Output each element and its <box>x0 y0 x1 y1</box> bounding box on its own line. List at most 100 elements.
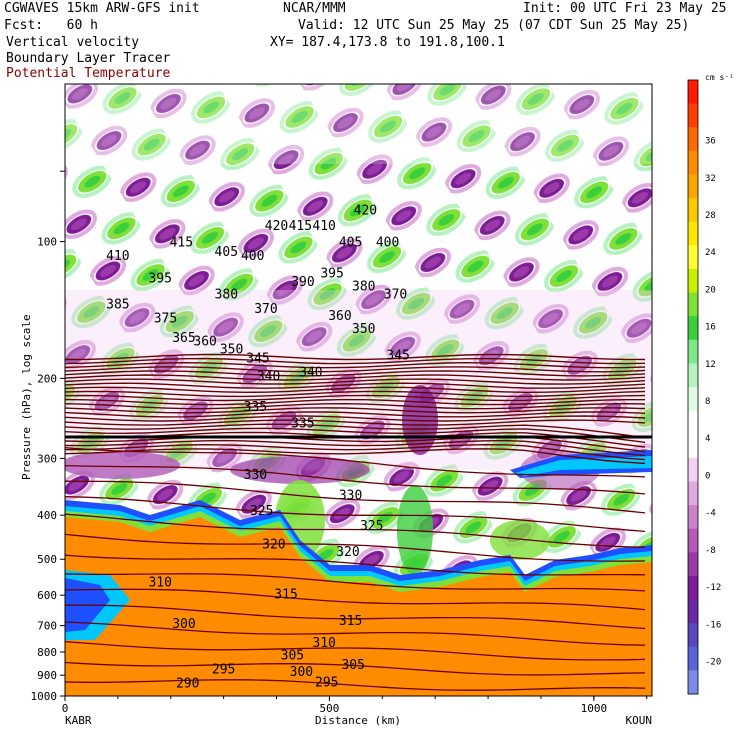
theta-label: 405 <box>215 245 238 260</box>
theta-label: 400 <box>241 249 264 264</box>
theta-line <box>65 480 646 514</box>
theta-label: 370 <box>254 302 277 317</box>
x-tick-label: 1000 <box>581 702 608 715</box>
plot-frame <box>64 83 653 697</box>
theta-label: 345 <box>246 352 269 367</box>
theta-line <box>65 439 646 457</box>
colorbar-frame <box>687 79 699 695</box>
theta-label: 375 <box>154 312 177 327</box>
colorbar-bin <box>688 410 698 435</box>
y-tick-label: 700 <box>37 620 57 633</box>
colorbar-tick-label: 8 <box>705 397 710 407</box>
colorbar-bin <box>688 552 698 577</box>
theta-line <box>65 394 646 402</box>
colorbar-bin <box>688 292 698 317</box>
colorbar: 36 32 28 24 20 16 12 8 4 0 -4 -8 -12 -16 -20 <box>687 79 721 695</box>
colorbar-tick-label: 24 <box>705 248 716 258</box>
theta-label: 310 <box>148 576 171 591</box>
colorbar-bin <box>688 174 698 199</box>
theta-line <box>65 513 646 548</box>
y-tick-label: 200 <box>37 372 57 385</box>
organization: NCAR/MMM <box>283 1 346 16</box>
x-tick-label: 0 <box>62 702 69 715</box>
y-axis-label: Pressure (hPa), log scale <box>20 314 33 480</box>
theta-label: 335 <box>291 416 314 431</box>
colorbar-tick-label: 12 <box>705 360 716 370</box>
theta-label: 395 <box>148 272 171 287</box>
theta-line <box>65 411 646 418</box>
theta-line <box>65 621 646 646</box>
theta-label: 345 <box>386 348 409 363</box>
theta-label: 305 <box>341 658 364 673</box>
theta-line <box>65 353 646 361</box>
theta-label: 300 <box>172 617 195 632</box>
theta-line <box>65 402 646 410</box>
colorbar-tick-label: 0 <box>705 471 710 481</box>
colorbar-tick-label: -20 <box>705 658 721 668</box>
colorbar-bin <box>688 80 698 105</box>
theta-line <box>65 588 646 611</box>
theta-line <box>65 554 646 576</box>
theta-label: 310 <box>312 636 335 651</box>
cross-section-endpoints: XY= 187.4,173.8 to 191.8,100.1 <box>270 35 505 50</box>
y-tick-label: 800 <box>37 646 57 659</box>
colorbar-bin <box>688 387 698 412</box>
theta-label: 370 <box>384 287 407 302</box>
theta-label: 330 <box>339 488 362 503</box>
theta-line <box>65 398 645 406</box>
theta-label: 410 <box>312 219 335 234</box>
colorbar-bin <box>688 623 698 648</box>
forecast-hour: Fcst: 60 h <box>4 18 98 33</box>
theta-label: 295 <box>212 663 235 678</box>
theta-label: 315 <box>274 588 297 603</box>
theta-label: 335 <box>244 400 267 415</box>
theta-line <box>65 427 646 444</box>
theta-label: 315 <box>339 614 362 629</box>
theta-line <box>65 640 646 661</box>
y-tick-label: 400 <box>37 509 57 522</box>
theta-label: 380 <box>215 287 238 302</box>
colorbar-bin <box>688 150 698 175</box>
theta-line <box>65 443 646 461</box>
theta-line <box>65 464 646 495</box>
theta-line <box>65 435 646 453</box>
theta-label: 295 <box>315 676 338 691</box>
theta-label: 410 <box>106 249 129 264</box>
colorbar-bin <box>688 670 698 695</box>
theta-line <box>65 419 646 426</box>
colorbar-tick-label: -16 <box>705 620 721 630</box>
colorbar-bin <box>688 127 698 152</box>
colorbar-tick-label: 32 <box>705 174 716 184</box>
y-tick-label: 900 <box>37 669 57 682</box>
theta-label: 300 <box>290 665 313 680</box>
theta-label: 395 <box>320 267 343 282</box>
theta-label: 340 <box>299 365 322 380</box>
colorbar-bin <box>688 528 698 553</box>
theta-label: 415 <box>289 219 312 234</box>
theta-label: 415 <box>170 236 193 251</box>
theta-label: 330 <box>244 468 267 483</box>
theta-line <box>65 533 646 562</box>
boundary-layer-orange <box>65 517 652 696</box>
theta-label: 405 <box>339 236 362 251</box>
theta-label: 390 <box>291 275 314 290</box>
colorbar-unit: cm s⁻¹ <box>705 73 734 82</box>
theta-line <box>65 679 646 691</box>
theta-line <box>65 423 646 439</box>
colorbar-tick-label: 36 <box>705 137 716 147</box>
colorbar-tick-label: -4 <box>705 509 716 519</box>
colorbar-bin <box>688 245 698 270</box>
y-axis: 100 200 300 400 500 600 700 800 900 1000 <box>31 170 65 703</box>
colorbar-bin <box>688 268 698 294</box>
theta-line <box>65 382 646 389</box>
theta-label: 325 <box>360 519 383 534</box>
theta-label: 385 <box>106 298 129 313</box>
colorbar-bin <box>688 363 698 388</box>
theta-line <box>65 448 646 465</box>
y-tick-label: 1000 <box>31 690 58 703</box>
theta-label: 350 <box>220 343 243 358</box>
colorbar-bin <box>688 575 698 601</box>
field-potential-temperature: Potential Temperature <box>6 66 171 81</box>
